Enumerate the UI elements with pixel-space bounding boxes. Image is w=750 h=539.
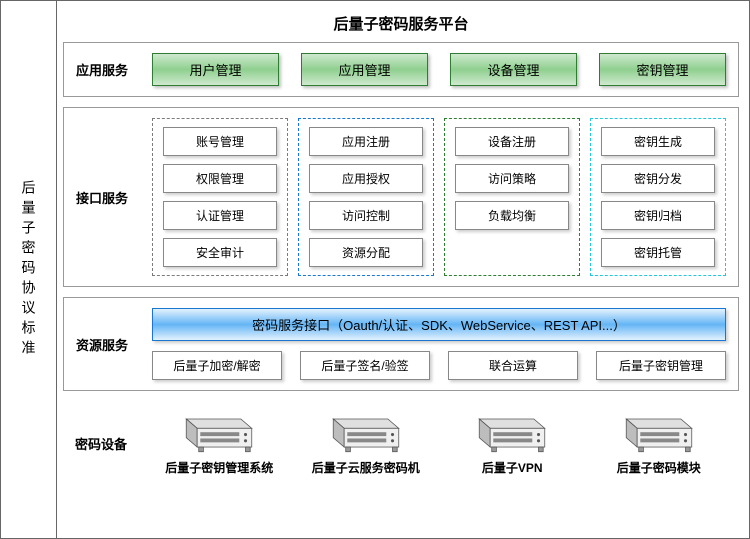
btn-access-policy: 访问策略 bbox=[455, 164, 569, 193]
btn-key-mgmt: 密钥管理 bbox=[599, 53, 726, 86]
device-key-mgmt-system: 后量子密钥管理系统 bbox=[151, 411, 288, 476]
section-crypto-device: 密码设备 后量子密钥管理系统 bbox=[63, 401, 739, 486]
device-label-2: 后量子云服务密码机 bbox=[312, 459, 420, 476]
server-icon bbox=[327, 411, 405, 455]
row1-body: 用户管理 应用管理 设备管理 密钥管理 bbox=[140, 43, 738, 96]
group-device: 设备注册 访问策略 负载均衡 bbox=[444, 118, 580, 276]
btn-key-dist: 密钥分发 bbox=[601, 164, 715, 193]
row2-body: 账号管理 权限管理 认证管理 安全审计 应用注册 应用授权 访问控制 资源分配 … bbox=[140, 108, 738, 286]
right-column: 后量子密码服务平台 应用服务 用户管理 应用管理 设备管理 密钥管理 接口服务 … bbox=[57, 1, 749, 538]
btn-audit: 安全审计 bbox=[163, 238, 277, 267]
device-pq-vpn: 后量子VPN bbox=[444, 411, 581, 476]
section-label-app: 应用服务 bbox=[64, 43, 140, 96]
device-label-1: 后量子密钥管理系统 bbox=[165, 459, 273, 476]
btn-auth-mgmt: 认证管理 bbox=[163, 201, 277, 230]
btn-key-gen: 密钥生成 bbox=[601, 127, 715, 156]
btn-app-mgmt: 应用管理 bbox=[301, 53, 428, 86]
btn-key-archive: 密钥归档 bbox=[601, 201, 715, 230]
btn-app-register: 应用注册 bbox=[309, 127, 423, 156]
section-label-resource: 资源服务 bbox=[64, 298, 140, 390]
server-icon bbox=[473, 411, 551, 455]
section-label-interface: 接口服务 bbox=[64, 108, 140, 286]
btn-load-balance: 负载均衡 bbox=[455, 201, 569, 230]
btn-app-authz: 应用授权 bbox=[309, 164, 423, 193]
btn-pq-sign: 后量子签名/验签 bbox=[300, 351, 430, 380]
btn-pq-key-mgmt: 后量子密钥管理 bbox=[596, 351, 726, 380]
btn-pq-encrypt: 后量子加密/解密 bbox=[152, 351, 282, 380]
btn-key-escrow: 密钥托管 bbox=[601, 238, 715, 267]
btn-access-ctrl: 访问控制 bbox=[309, 201, 423, 230]
section-resource-service: 资源服务 密码服务接口（Oauth/认证、SDK、WebService、REST… bbox=[63, 297, 739, 391]
btn-dev-register: 设备注册 bbox=[455, 127, 569, 156]
btn-joint-compute: 联合运算 bbox=[448, 351, 578, 380]
btn-user-mgmt: 用户管理 bbox=[152, 53, 279, 86]
btn-res-alloc: 资源分配 bbox=[309, 238, 423, 267]
row4-body: 后量子密钥管理系统 后量子云服务密码机 bbox=[139, 401, 739, 486]
section-interface-service: 接口服务 账号管理 权限管理 认证管理 安全审计 应用注册 应用授权 访问控制 … bbox=[63, 107, 739, 287]
group-key: 密钥生成 密钥分发 密钥归档 密钥托管 bbox=[590, 118, 726, 276]
diagram-canvas: 后量子密码协议标准 后量子密码服务平台 应用服务 用户管理 应用管理 设备管理 … bbox=[0, 0, 750, 539]
section-label-device: 密码设备 bbox=[63, 401, 139, 486]
device-label-4: 后量子密码模块 bbox=[617, 459, 701, 476]
server-icon bbox=[620, 411, 698, 455]
server-icon bbox=[180, 411, 258, 455]
left-column: 后量子密码协议标准 bbox=[1, 1, 57, 538]
btn-account-mgmt: 账号管理 bbox=[163, 127, 277, 156]
group-account: 账号管理 权限管理 认证管理 安全审计 bbox=[152, 118, 288, 276]
device-pq-module: 后量子密码模块 bbox=[591, 411, 728, 476]
left-label: 后量子密码协议标准 bbox=[19, 180, 39, 360]
btn-device-mgmt: 设备管理 bbox=[450, 53, 577, 86]
row3-body: 密码服务接口（Oauth/认证、SDK、WebService、REST API.… bbox=[140, 298, 738, 390]
group-app: 应用注册 应用授权 访问控制 资源分配 bbox=[298, 118, 434, 276]
crypto-service-interface-bar: 密码服务接口（Oauth/认证、SDK、WebService、REST API.… bbox=[152, 308, 726, 341]
device-label-3: 后量子VPN bbox=[482, 459, 543, 476]
platform-title: 后量子密码服务平台 bbox=[63, 7, 739, 42]
btn-perm-mgmt: 权限管理 bbox=[163, 164, 277, 193]
device-cloud-hsm: 后量子云服务密码机 bbox=[298, 411, 435, 476]
row3-btns: 后量子加密/解密 后量子签名/验签 联合运算 后量子密钥管理 bbox=[152, 351, 726, 380]
section-app-service: 应用服务 用户管理 应用管理 设备管理 密钥管理 bbox=[63, 42, 739, 97]
